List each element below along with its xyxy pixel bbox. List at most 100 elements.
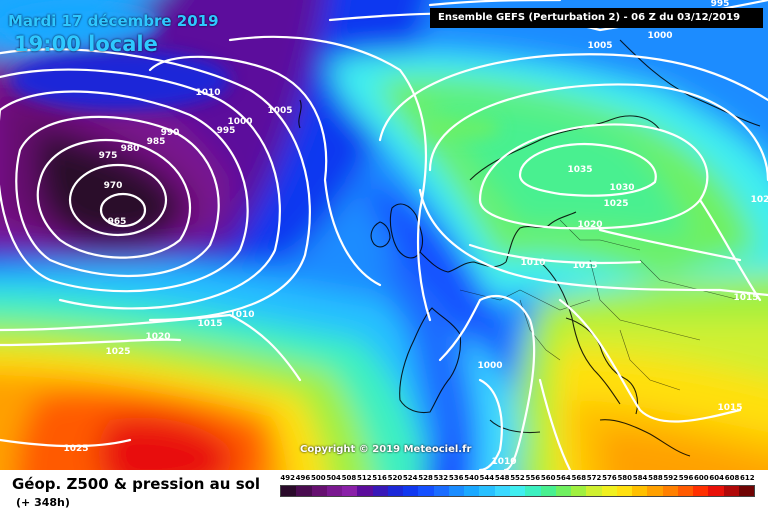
scale-swatch	[403, 486, 419, 496]
scale-swatch	[662, 486, 678, 496]
forecast-time: 19:00 locale	[14, 32, 158, 56]
isobar-label: 985	[146, 137, 166, 147]
isobar-label: 1015	[717, 403, 743, 413]
isobar-label: 980	[120, 144, 140, 154]
color-scale-bar	[280, 485, 755, 497]
scale-tick-label: 524	[402, 474, 418, 482]
scale-swatch	[311, 486, 327, 496]
isobar-label: 1010	[229, 310, 255, 320]
color-scale-labels: 492 496 500 504 508 512 516 520 524 528 532 536 540 5…	[280, 474, 755, 484]
scale-swatch	[342, 486, 358, 496]
scale-tick-label: 500	[310, 474, 326, 482]
color-fill-detail	[0, 5, 500, 140]
borders	[459, 219, 741, 391]
isobar-label: 102	[750, 195, 768, 205]
scale-tick-label: 592	[663, 474, 679, 482]
scale-tick-label: 520	[387, 474, 403, 482]
isobar-label: 1005	[267, 106, 293, 116]
isobar-label: 1015	[197, 319, 223, 329]
scale-swatch	[387, 486, 404, 496]
scale-tick-label: 560	[540, 474, 556, 482]
scale-swatch	[540, 486, 556, 496]
scale-swatch	[616, 486, 633, 496]
isobar-label: 970	[103, 181, 123, 191]
parameter-title: Géop. Z500 & pression au sol	[12, 475, 261, 493]
isobar-label: 1025	[105, 347, 131, 357]
isobar-label: 975	[98, 151, 118, 161]
scale-tick-label: 572	[586, 474, 602, 482]
scale-tick-label: 528	[418, 474, 433, 482]
isobar-label: 1015	[733, 293, 759, 303]
scale-swatch	[555, 486, 572, 496]
isobar-label: 1010	[195, 88, 221, 98]
map-footer: Géop. Z500 & pression au sol (+ 348h) 49…	[0, 470, 768, 512]
scale-swatch	[479, 486, 495, 496]
scale-tick-label: 576	[602, 474, 617, 482]
isobar-label: 990	[160, 128, 180, 138]
scale-swatch	[723, 486, 739, 496]
scale-swatch	[296, 486, 312, 496]
scale-tick-label: 564	[556, 474, 571, 482]
isobar-label: 1005	[587, 41, 613, 51]
weather-map: Mardi 17 décembre 2019 19:00 locale Ense…	[0, 0, 768, 470]
scale-swatch	[677, 486, 694, 496]
geopotential-field	[0, 0, 768, 470]
scale-tick-label: 512	[356, 474, 372, 482]
isobar-label: 1000	[647, 31, 673, 41]
scale-tick-label: 532	[433, 474, 449, 482]
scale-tick-label: 508	[341, 474, 357, 482]
isobar-label: 1020	[577, 220, 603, 230]
scale-swatch	[464, 486, 480, 496]
scale-swatch	[326, 486, 343, 496]
isobar-label: 1025	[63, 444, 89, 454]
scale-swatch	[738, 486, 755, 496]
scale-swatch	[571, 486, 587, 496]
scale-tick-label: 588	[648, 474, 663, 482]
model-info-box: Ensemble GEFS (Perturbation 2) - 06 Z du…	[430, 8, 763, 28]
isobar-label: 965	[107, 217, 127, 227]
scale-tick-label: 540	[464, 474, 479, 482]
isobar-label: 1035	[567, 165, 593, 175]
lead-time: (+ 348h)	[16, 496, 70, 509]
scale-tick-label: 536	[448, 474, 464, 482]
scale-tick-label: 568	[571, 474, 587, 482]
isobar-label: 1025	[603, 199, 629, 209]
scale-swatch	[281, 486, 297, 496]
scale-tick-label: 612	[740, 474, 755, 482]
scale-tick-label: 552	[510, 474, 525, 482]
copyright-text: Copyright © 2019 Meteociel.fr	[300, 444, 472, 455]
scale-tick-label: 604	[709, 474, 724, 482]
scale-tick-label: 556	[525, 474, 541, 482]
isobar-label: 995	[216, 126, 236, 136]
scale-tick-label: 584	[632, 474, 648, 482]
scale-tick-label: 492	[280, 474, 295, 482]
scale-swatch	[418, 486, 434, 496]
scale-tick-label: 596	[678, 474, 694, 482]
scale-tick-label: 544	[479, 474, 495, 482]
scale-tick-label: 516	[372, 474, 387, 482]
isobar-label: 1015	[572, 261, 598, 271]
scale-swatch	[601, 486, 617, 496]
scale-swatch	[433, 486, 449, 496]
isobar-label: 1000	[227, 117, 253, 127]
scale-tick-label: 548	[494, 474, 510, 482]
isobar-label: 1000	[477, 361, 503, 371]
scale-tick-label: 608	[724, 474, 740, 482]
scale-swatch	[693, 486, 709, 496]
scale-tick-label: 496	[295, 474, 311, 482]
scale-swatch	[525, 486, 541, 496]
scale-tick-label: 504	[326, 474, 341, 482]
scale-swatch	[632, 486, 648, 496]
isobar-label: 1010	[520, 258, 546, 268]
scale-swatch	[708, 486, 724, 496]
scale-swatch	[372, 486, 388, 496]
isobar-label: 1020	[145, 332, 171, 342]
scale-tick-label: 580	[617, 474, 633, 482]
scale-swatch	[494, 486, 510, 496]
scale-swatch	[509, 486, 526, 496]
scale-swatch	[586, 486, 602, 496]
scale-swatch	[357, 486, 373, 496]
scale-tick-label: 600	[694, 474, 709, 482]
scale-swatch	[448, 486, 465, 496]
isobar-label: 1010	[491, 457, 517, 467]
